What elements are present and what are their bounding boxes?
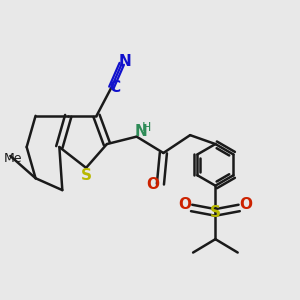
Text: O: O (239, 197, 252, 212)
Text: N: N (135, 124, 148, 139)
Text: S: S (81, 168, 92, 183)
Text: O: O (178, 197, 192, 212)
Text: Me: Me (4, 152, 22, 165)
Text: C: C (110, 80, 121, 95)
Text: N: N (119, 54, 132, 69)
Text: S: S (210, 205, 221, 220)
Text: H: H (141, 121, 151, 134)
Text: O: O (146, 177, 159, 192)
